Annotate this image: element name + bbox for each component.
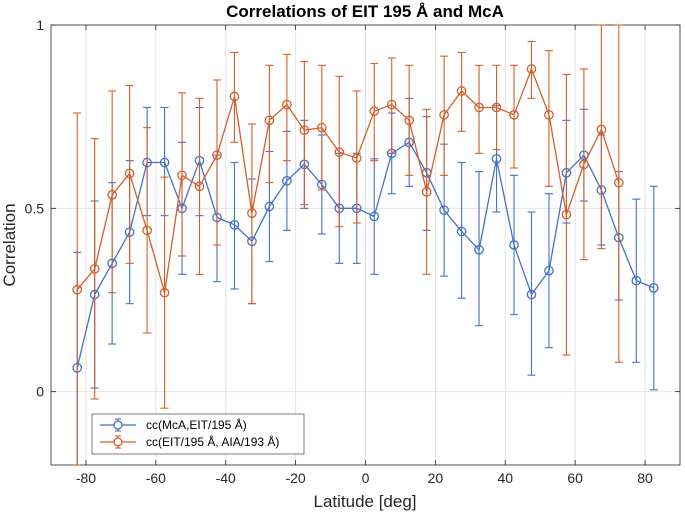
data-point	[579, 159, 589, 170]
data-point	[351, 153, 362, 163]
data-point	[613, 177, 624, 188]
series-layer	[72, 24, 659, 466]
chart-title: Correlations of EIT 195 Å and McA	[226, 2, 504, 21]
data-point	[107, 189, 118, 200]
legend-marker	[113, 420, 123, 430]
legend-label-eit-aia: cc(EIT/195 Å, AIA/193 Å)	[146, 434, 279, 449]
y-tick-label: 0	[36, 384, 44, 400]
data-point	[491, 102, 502, 113]
data-point	[316, 122, 327, 133]
series-line	[76, 67, 620, 293]
data-point	[229, 219, 240, 230]
data-point	[334, 147, 345, 158]
data-point	[631, 275, 642, 286]
y-axis-label: Correlation	[0, 203, 19, 286]
x-tick-label: 20	[428, 470, 444, 486]
data-point	[474, 244, 484, 255]
x-tick-label: -40	[216, 470, 236, 486]
data-point	[194, 181, 205, 192]
legend-entry-mca-eit	[100, 418, 136, 432]
data-point	[159, 287, 170, 298]
data-point	[474, 102, 484, 113]
x-tick-label: -20	[285, 470, 305, 486]
data-point	[526, 64, 537, 74]
legend-marker	[113, 437, 123, 447]
legend-label-mca-eit: cc(McA,EIT/195 Å)	[146, 417, 247, 432]
x-tick-label: 40	[497, 470, 513, 486]
data-point	[509, 109, 519, 120]
data-point	[369, 106, 380, 117]
data-point	[159, 157, 170, 168]
data-point	[72, 284, 83, 295]
data-point	[282, 175, 292, 186]
data-point	[177, 170, 187, 181]
data-point	[491, 153, 502, 164]
data-point	[124, 168, 135, 179]
y-tick-label: 0.5	[25, 200, 45, 216]
data-point	[456, 226, 467, 237]
data-point	[456, 86, 467, 96]
grid-layer	[51, 24, 680, 465]
data-point	[596, 124, 607, 135]
data-point	[386, 99, 397, 110]
data-point	[142, 225, 152, 236]
legend-box	[91, 413, 305, 455]
data-point	[264, 115, 275, 126]
data-point	[89, 263, 100, 274]
x-axis-label: Latitude [deg]	[313, 492, 416, 511]
data-point	[648, 283, 659, 293]
ticks-layer: -80 -60 -40 -20 0 20 40 60 80 0 0.5 1	[25, 17, 680, 486]
series-1	[72, 24, 624, 466]
data-point	[526, 289, 537, 300]
legend: cc(McA,EIT/195 Å) cc(EIT/195 Å, AIA/193 …	[91, 413, 305, 455]
data-point	[404, 115, 415, 126]
series-line	[76, 141, 655, 368]
data-point	[247, 208, 257, 218]
legend-entry-eit-aia	[100, 435, 136, 449]
data-point	[212, 150, 222, 161]
data-point	[229, 91, 240, 102]
data-point	[544, 109, 554, 120]
y-tick-label: 1	[36, 17, 44, 33]
data-point	[299, 125, 310, 136]
x-tick-label: 60	[567, 470, 583, 486]
x-tick-label: 0	[362, 470, 370, 486]
x-tick-label: -80	[76, 470, 96, 486]
data-point	[544, 265, 554, 276]
data-point	[369, 211, 380, 222]
x-tick-label: 80	[637, 470, 653, 486]
data-point	[439, 109, 449, 120]
data-point	[439, 205, 449, 216]
x-tick-label: -60	[146, 470, 166, 486]
data-point	[561, 209, 572, 220]
data-point	[509, 240, 519, 250]
data-point	[264, 201, 275, 212]
data-point	[282, 99, 292, 110]
data-point	[421, 186, 432, 197]
